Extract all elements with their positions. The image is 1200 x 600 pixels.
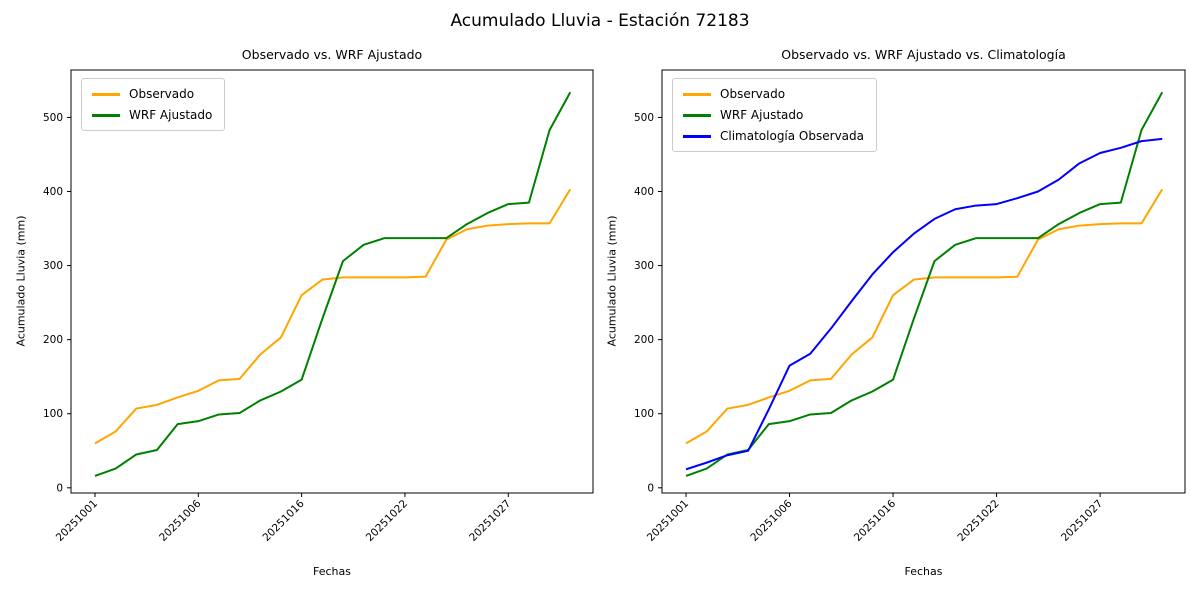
left-chart-xlabel: Fechas bbox=[313, 565, 351, 578]
y-tick-label: 400 bbox=[634, 186, 654, 198]
plot-border bbox=[70, 69, 594, 494]
legend-item-climatologia: Climatología Observada bbox=[683, 129, 864, 143]
right-chart-legend: Observado WRF Ajustado Climatología Obse… bbox=[672, 78, 877, 152]
x-tick-label: 20251006 bbox=[157, 497, 204, 544]
legend-swatch-observado bbox=[92, 92, 120, 96]
right-chart-title: Observado vs. WRF Ajustado vs. Climatolo… bbox=[781, 47, 1066, 62]
x-tick-label: 20251027 bbox=[1059, 498, 1105, 544]
y-tick-label: 100 bbox=[634, 408, 654, 420]
figure-suptitle: Acumulado Lluvia - Estación 72183 bbox=[450, 11, 750, 31]
legend-label-wrf-ajustado: WRF Ajustado bbox=[129, 108, 213, 122]
legend-label-observado: Observado bbox=[720, 87, 786, 101]
y-tick-label: 300 bbox=[634, 260, 654, 272]
line-observado bbox=[685, 188, 1164, 445]
legend-label-wrf-ajustado: WRF Ajustado bbox=[720, 108, 804, 122]
y-tick-label: 0 bbox=[56, 482, 63, 494]
x-tick-label: 20251016 bbox=[260, 497, 307, 544]
legend-label-observado: Observado bbox=[129, 87, 195, 101]
legend-item-observado: Observado bbox=[683, 87, 864, 101]
y-tick-label: 0 bbox=[647, 482, 654, 494]
line-observado bbox=[94, 188, 572, 445]
legend-swatch-observado bbox=[683, 92, 711, 96]
y-tick-label: 400 bbox=[43, 186, 63, 198]
legend-item-wrf-ajustado: WRF Ajustado bbox=[683, 108, 864, 122]
y-tick-label: 500 bbox=[634, 112, 654, 124]
left-chart-title: Observado vs. WRF Ajustado bbox=[241, 47, 423, 62]
x-tick-label: 20251022 bbox=[955, 498, 1001, 544]
y-tick-label: 200 bbox=[43, 334, 63, 346]
y-tick-label: 100 bbox=[43, 408, 63, 420]
legend-swatch-wrf-ajustado bbox=[92, 113, 120, 117]
x-tick-label: 20251027 bbox=[467, 498, 513, 544]
y-tick-label: 200 bbox=[634, 334, 654, 346]
line-wrf-ajustado bbox=[94, 91, 572, 477]
right-chart-ylabel: Acumulado Lluvia (mm) bbox=[605, 215, 619, 347]
line-climatología-observada bbox=[685, 137, 1163, 471]
y-tick-label: 300 bbox=[43, 260, 63, 272]
legend-item-wrf-ajustado: WRF Ajustado bbox=[92, 108, 212, 122]
legend-swatch-wrf-ajustado bbox=[683, 113, 711, 117]
plot-border bbox=[661, 69, 1186, 494]
left-chart-legend: Observado WRF Ajustado bbox=[81, 78, 226, 131]
legend-item-observado: Observado bbox=[92, 87, 212, 101]
right-chart-xlabel: Fechas bbox=[904, 565, 943, 578]
line-wrf-ajustado bbox=[685, 91, 1164, 477]
x-tick-label: 20251016 bbox=[852, 497, 899, 544]
x-tick-label: 20251001 bbox=[54, 498, 100, 544]
left-chart-ylabel: Acumulado Lluvia (mm) bbox=[14, 215, 28, 347]
legend-label-climatologia: Climatología Observada bbox=[720, 129, 864, 143]
y-tick-label: 500 bbox=[43, 112, 63, 124]
x-tick-label: 20251006 bbox=[748, 497, 795, 544]
x-tick-label: 20251001 bbox=[645, 498, 691, 544]
x-tick-label: 20251022 bbox=[364, 498, 410, 544]
legend-swatch-climatologia bbox=[683, 134, 711, 138]
